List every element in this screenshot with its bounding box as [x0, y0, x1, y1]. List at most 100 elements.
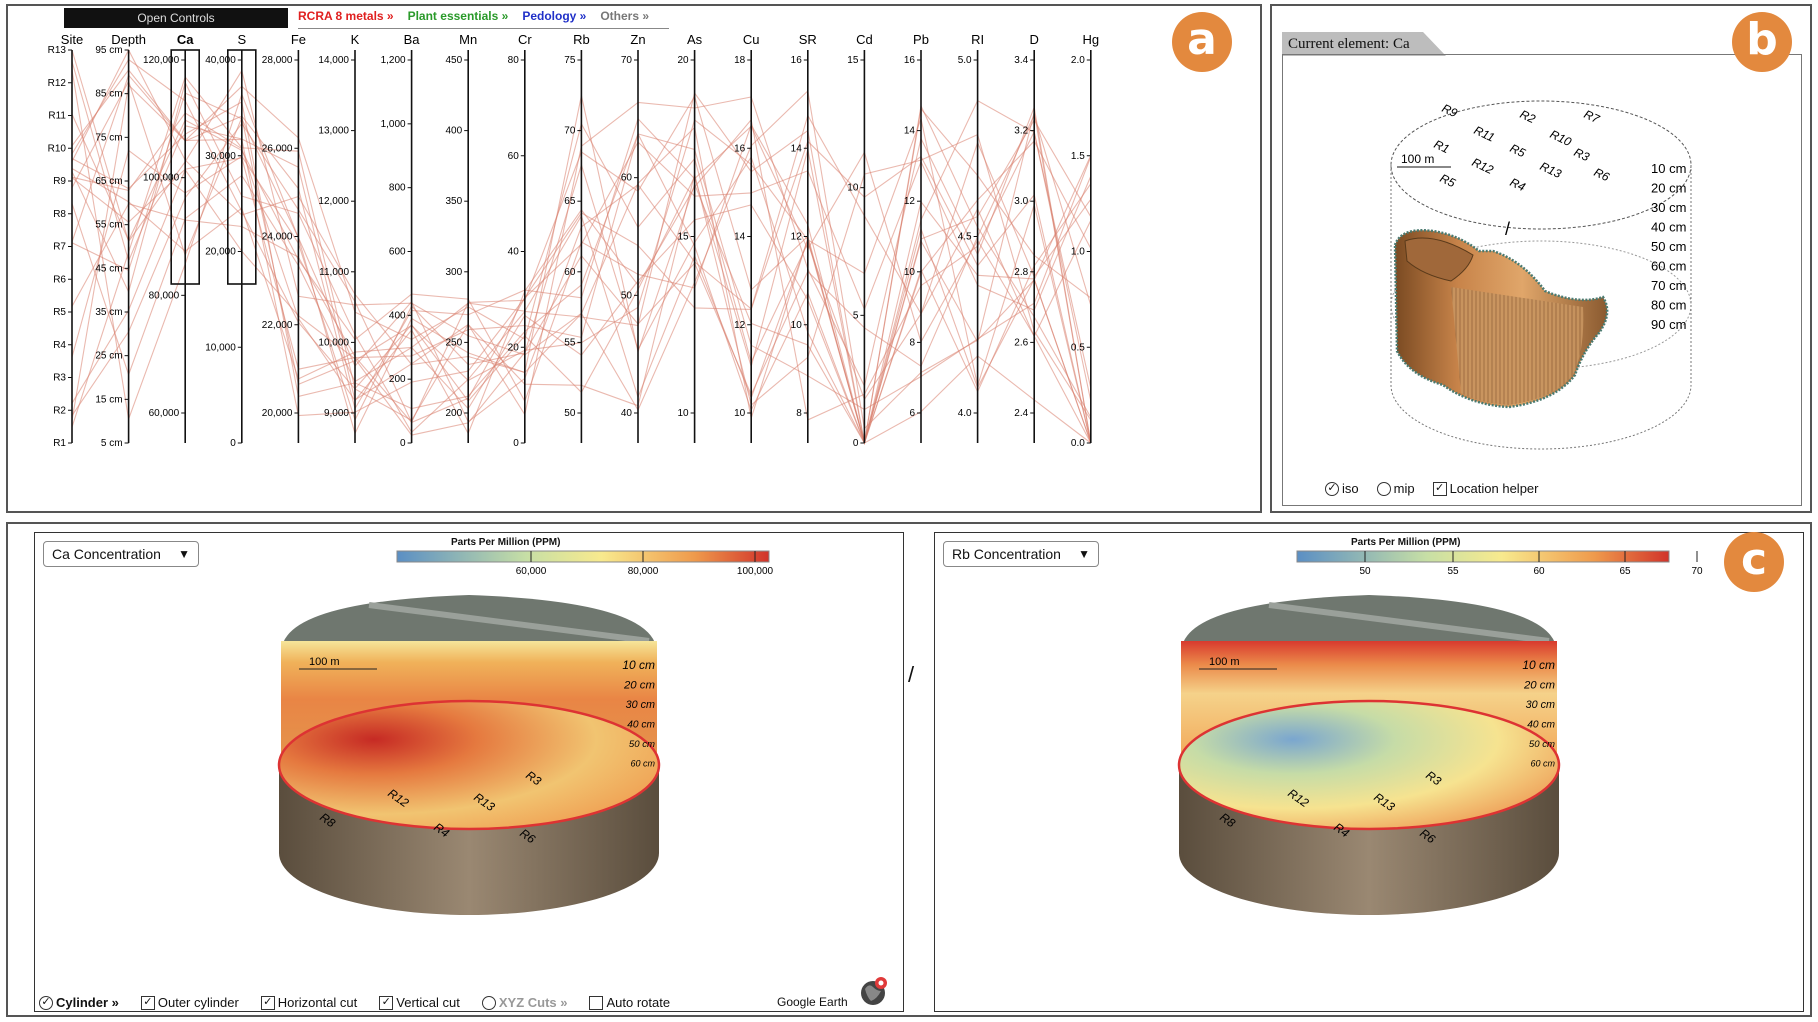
render-option-iso[interactable]: ✓ iso — [1325, 481, 1359, 496]
axis-tick: R9 — [53, 176, 66, 187]
axis-tick: 350 — [446, 196, 463, 207]
axis-rb[interactable]: Rb 75 70 65 60 55 50 — [564, 32, 590, 443]
category-tab-3[interactable]: Others » — [600, 9, 650, 23]
category-tab-2[interactable]: Pedology » — [522, 9, 587, 23]
axis-sr[interactable]: SR 16 14 12 10 8 — [791, 32, 817, 443]
option-horizontal-cut[interactable]: ✓ Horizontal cut — [260, 995, 357, 1010]
axis-tick: 1.5 — [1071, 151, 1085, 162]
site-label: R3 — [1572, 145, 1592, 164]
rb-map-view[interactable]: Rb Concentration ▼ Parts Per Million (PP… — [934, 532, 1804, 1012]
axis-fe[interactable]: Fe 28,000 26,000 24,000 22,000 20,000 — [262, 32, 306, 443]
axis-tick: 1,200 — [381, 55, 406, 66]
axis-tick: 30,000 — [205, 151, 236, 162]
volume-view[interactable]: 100 m R9 R2 R7 R11 R10 R1 R5 R3 R12 R13 R6 R5 R4 10 cm… — [1282, 54, 1802, 506]
rb-cylinder-render[interactable]: 50 55 60 65 70 100 m 10 cm 20 cm 30 cm 40 cm 50 cm… — [935, 533, 1801, 1009]
element-select-left[interactable]: Ca Concentration ▼ — [43, 541, 199, 567]
render-option-mip[interactable]: mip — [1376, 481, 1415, 496]
cursor-marker: / — [1505, 219, 1510, 239]
checkbox-icon[interactable]: ✓ — [260, 995, 275, 1010]
legend-bar — [396, 550, 770, 563]
axis-k[interactable]: K14,000 13,000 12,000 11,000 10,000 9,000 — [318, 32, 360, 443]
legend-tick: 50 — [1359, 566, 1371, 577]
site-label: R13 — [1538, 159, 1564, 181]
ca-cylinder-render[interactable]: 60,000 80,000 100,000 100 m 10 cm 20 cm 30 cm 4… — [35, 533, 901, 1009]
axis-tick: R11 — [48, 111, 66, 122]
concentration-maps-panel: Ca Concentration ▼ Parts Per Million (PP… — [6, 522, 1812, 1017]
axis-tick: 12 — [791, 232, 803, 243]
element-select-left-value: Ca Concentration — [52, 546, 161, 562]
element-select-right[interactable]: Rb Concentration ▼ — [943, 541, 1099, 567]
axis-tick: 1,000 — [381, 119, 406, 130]
axis-d[interactable]: D3.4 3.2 3.0 2.8 2.6 2.4 — [1014, 32, 1039, 443]
radio-icon[interactable]: ✓ — [1325, 481, 1339, 496]
checkbox-icon[interactable]: ✓ — [140, 995, 155, 1010]
scale-label: 100 m — [1401, 152, 1434, 166]
axis-tick: 8 — [796, 408, 802, 419]
axis-tick: 5.0 — [958, 55, 972, 66]
option-cylinder[interactable]: ✓ Cylinder » — [39, 995, 119, 1010]
panel-badge-b: b — [1732, 12, 1792, 72]
radio-icon[interactable]: ✓ — [39, 995, 53, 1010]
open-controls-button[interactable]: Open Controls — [64, 8, 288, 28]
axis-zn[interactable]: Zn 70 60 50 40 — [621, 32, 646, 443]
depth-label: 20 cm — [1523, 680, 1555, 692]
axis-tick: 250 — [446, 337, 463, 348]
axis-tick: 26,000 — [262, 143, 293, 154]
axis-s[interactable]: S40,000 30,000 20,000 10,000 0 — [205, 32, 246, 449]
axis-tick: 28,000 — [262, 55, 293, 66]
horizontal-cut-disk — [1177, 699, 1561, 831]
axis-mn[interactable]: Mn 450 400 350 300 250 200 — [446, 32, 478, 443]
axis-brush[interactable] — [227, 49, 257, 285]
axis-cd[interactable]: Cd 15 10 5 0 — [847, 32, 872, 449]
site-label: R10 — [1548, 127, 1574, 149]
axis-tick: 10 — [791, 320, 803, 331]
checkbox-icon[interactable] — [589, 995, 604, 1010]
option-auto-rotate[interactable]: Auto rotate — [589, 995, 670, 1010]
axis-tick: 85 cm — [95, 89, 122, 100]
google-earth-icon[interactable] — [859, 975, 891, 1007]
checkbox-icon[interactable]: ✓ — [379, 995, 394, 1010]
depth-label: 40 cm — [1651, 220, 1686, 235]
category-tab-0[interactable]: RCRA 8 metals » — [298, 9, 394, 23]
axis-tick: 65 — [564, 196, 576, 207]
radio-icon[interactable] — [481, 995, 496, 1010]
checkbox-icon[interactable]: ✓ — [1432, 481, 1447, 496]
radio-icon[interactable] — [1376, 481, 1391, 496]
axis-tick: 6 — [909, 408, 915, 419]
cursor-marker: / — [908, 662, 915, 687]
ca-map-view[interactable]: Ca Concentration ▼ Parts Per Million (PP… — [34, 532, 904, 1012]
axis-hg[interactable]: Hg 2.0 1.5 1.0 0.5 0.0 — [1071, 32, 1099, 449]
axis-tick: 16 — [904, 55, 916, 66]
axis-tick: 12 — [734, 320, 746, 331]
option-vertical-cut[interactable]: ✓ Vertical cut — [379, 995, 460, 1010]
axis-cu[interactable]: Cu 18 16 14 12 10 — [734, 32, 760, 443]
axis-tick: 9,000 — [324, 408, 349, 419]
axis-ba[interactable]: Ba 1,200 1,000 800 600 400 200 0 — [381, 32, 421, 449]
depth-label: 30 cm — [1651, 200, 1686, 215]
volume-render[interactable]: 100 m R9 R2 R7 R11 R10 R1 R5 R3 R12 R13 R6 R5 R4 10 cm… — [1283, 55, 1801, 505]
axis-tick: 14,000 — [318, 55, 349, 66]
depth-label: 50 cm — [629, 739, 655, 750]
site-label: R9 — [1440, 101, 1460, 120]
option-outer-cylinder[interactable]: ✓ Outer cylinder — [140, 995, 239, 1010]
axis-brush[interactable] — [170, 49, 200, 285]
axis-as[interactable]: As 20 15 10 — [677, 32, 703, 443]
option-xyz-cuts[interactable]: XYZ Cuts » — [481, 995, 567, 1010]
depth-label: 60 cm — [1530, 759, 1555, 769]
axis-label: As — [687, 32, 703, 47]
axis-tick: 70 — [564, 126, 576, 137]
category-tab-1[interactable]: Plant essentials » — [407, 9, 509, 23]
axis-pb[interactable]: Pb 16 14 12 10 8 6 — [904, 32, 929, 443]
volume-view-panel: Current element: Ca 100 m R9 R2 R7 R11 R10 R1 R… — [1270, 4, 1812, 513]
axis-ca[interactable]: Ca 120,000 100,000 80,000 60,000 — [143, 32, 194, 443]
depth-label: 20 cm — [623, 680, 655, 692]
axis-ri[interactable]: RI 5.0 4.5 4.0 — [958, 32, 984, 443]
axis-tick: R13 — [48, 45, 67, 56]
axis-cr[interactable]: Cr 80 60 40 20 0 — [508, 32, 533, 449]
depth-label: 10 cm — [1522, 658, 1555, 672]
render-option-location-helper[interactable]: ✓ Location helper — [1432, 481, 1538, 496]
axis-tick: R6 — [53, 274, 66, 285]
